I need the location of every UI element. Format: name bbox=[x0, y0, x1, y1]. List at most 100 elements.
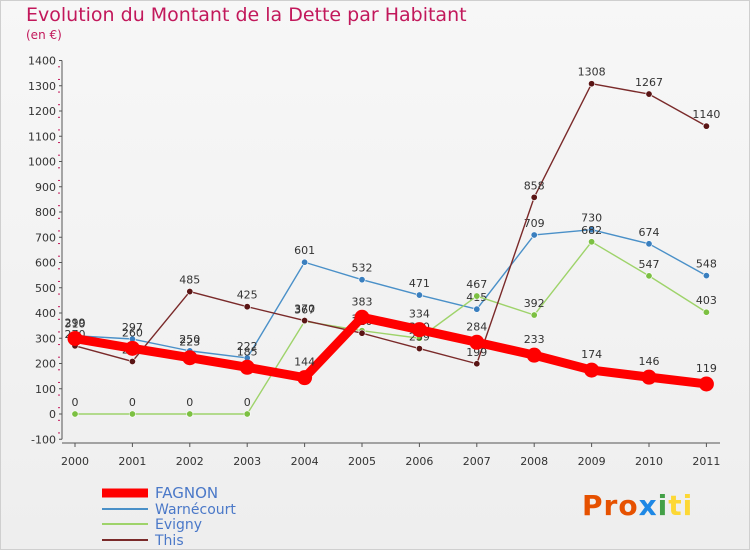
data-point bbox=[239, 359, 255, 375]
y-tick-label: 1200 bbox=[28, 105, 56, 118]
y-minor-tick bbox=[58, 331, 60, 333]
data-label: 485 bbox=[179, 274, 200, 287]
y-minor-tick bbox=[58, 419, 60, 421]
y-tick-label: 400 bbox=[35, 307, 56, 320]
data-label: 223 bbox=[179, 336, 200, 349]
data-point bbox=[124, 340, 140, 356]
data-point bbox=[473, 292, 481, 300]
y-minor-tick bbox=[58, 192, 60, 194]
y-minor-tick bbox=[58, 78, 60, 80]
data-point bbox=[297, 370, 313, 386]
y-tick-label: 1000 bbox=[28, 156, 56, 169]
data-label: 146 bbox=[639, 355, 660, 368]
data-point bbox=[530, 193, 538, 201]
y-minor-tick bbox=[58, 217, 60, 219]
x-tick-label: 2006 bbox=[405, 455, 433, 468]
data-point bbox=[530, 311, 538, 319]
y-minor-tick bbox=[58, 356, 60, 358]
data-label: 299 bbox=[65, 317, 86, 330]
y-tick-label: 1400 bbox=[28, 55, 56, 68]
y-minor-tick bbox=[58, 230, 60, 232]
y-minor-tick bbox=[58, 167, 60, 169]
data-label: 532 bbox=[352, 262, 373, 275]
chart-unit: (en €) bbox=[26, 28, 62, 42]
data-label: 730 bbox=[581, 212, 602, 225]
legend-label: FAGNON bbox=[155, 484, 218, 502]
data-label: 199 bbox=[466, 346, 487, 359]
y-minor-tick bbox=[58, 369, 60, 371]
data-label: 682 bbox=[581, 224, 602, 237]
data-label: 674 bbox=[639, 226, 660, 239]
data-label: 284 bbox=[466, 320, 487, 333]
data-label: 144 bbox=[294, 356, 315, 369]
data-label: 548 bbox=[696, 258, 717, 271]
data-point bbox=[415, 345, 423, 353]
data-label: 0 bbox=[244, 396, 251, 409]
x-tick-label: 2003 bbox=[233, 455, 261, 468]
y-minor-tick bbox=[58, 179, 60, 181]
y-minor-tick bbox=[58, 205, 60, 207]
data-label: 119 bbox=[696, 362, 717, 375]
data-point bbox=[128, 357, 136, 365]
y-tick-label: 900 bbox=[35, 181, 56, 194]
data-label: 858 bbox=[524, 179, 545, 192]
y-minor-tick bbox=[58, 154, 60, 156]
legend-label: Warnécourt bbox=[155, 502, 236, 518]
data-point bbox=[301, 317, 309, 325]
data-label: 174 bbox=[581, 348, 602, 361]
data-label: 1308 bbox=[578, 66, 606, 79]
y-minor-tick bbox=[58, 91, 60, 93]
data-point bbox=[588, 80, 596, 88]
y-minor-tick bbox=[58, 243, 60, 245]
y-tick-label: 300 bbox=[35, 332, 56, 345]
y-minor-tick bbox=[58, 407, 60, 409]
data-label: 222 bbox=[237, 340, 258, 353]
y-minor-tick bbox=[58, 255, 60, 257]
data-point bbox=[358, 276, 366, 284]
y-minor-tick bbox=[58, 129, 60, 131]
data-point bbox=[473, 360, 481, 368]
data-point bbox=[645, 90, 653, 98]
data-point bbox=[243, 410, 251, 418]
y-minor-tick bbox=[58, 381, 60, 383]
series-line-evigny bbox=[74, 241, 708, 415]
y-tick-label: 200 bbox=[35, 358, 56, 371]
y-tick-label: 1100 bbox=[28, 130, 56, 143]
data-label: 260 bbox=[122, 326, 143, 339]
series-line-warnécourt bbox=[74, 228, 708, 359]
data-point bbox=[186, 288, 194, 296]
y-minor-tick bbox=[58, 394, 60, 396]
y-tick-label: 0 bbox=[49, 408, 56, 421]
y-minor-tick bbox=[58, 66, 60, 68]
data-point bbox=[584, 362, 600, 378]
legend-label: Evigny bbox=[155, 517, 202, 533]
y-tick-label: 500 bbox=[35, 282, 56, 295]
x-tick-label: 2004 bbox=[291, 455, 319, 468]
data-point bbox=[645, 240, 653, 248]
data-point bbox=[301, 258, 309, 266]
data-point bbox=[128, 410, 136, 418]
data-point bbox=[182, 350, 198, 366]
y-minor-tick bbox=[58, 318, 60, 320]
data-label: 0 bbox=[186, 396, 193, 409]
data-point bbox=[71, 410, 79, 418]
y-minor-tick bbox=[58, 344, 60, 346]
data-point bbox=[588, 238, 596, 246]
data-label: 1140 bbox=[692, 108, 720, 121]
y-tick-label: 700 bbox=[35, 231, 56, 244]
y-minor-tick bbox=[58, 306, 60, 308]
data-point bbox=[588, 226, 596, 234]
data-label: 601 bbox=[294, 244, 315, 257]
data-point bbox=[411, 322, 427, 338]
x-tick-label: 2008 bbox=[520, 455, 548, 468]
data-label: 392 bbox=[524, 297, 545, 310]
y-minor-tick bbox=[58, 293, 60, 295]
x-tick-label: 2007 bbox=[463, 455, 491, 468]
data-point bbox=[526, 347, 542, 363]
data-label: 233 bbox=[524, 333, 545, 346]
data-point bbox=[67, 331, 83, 347]
data-label: 334 bbox=[409, 308, 430, 321]
data-label: 250 bbox=[179, 333, 200, 346]
